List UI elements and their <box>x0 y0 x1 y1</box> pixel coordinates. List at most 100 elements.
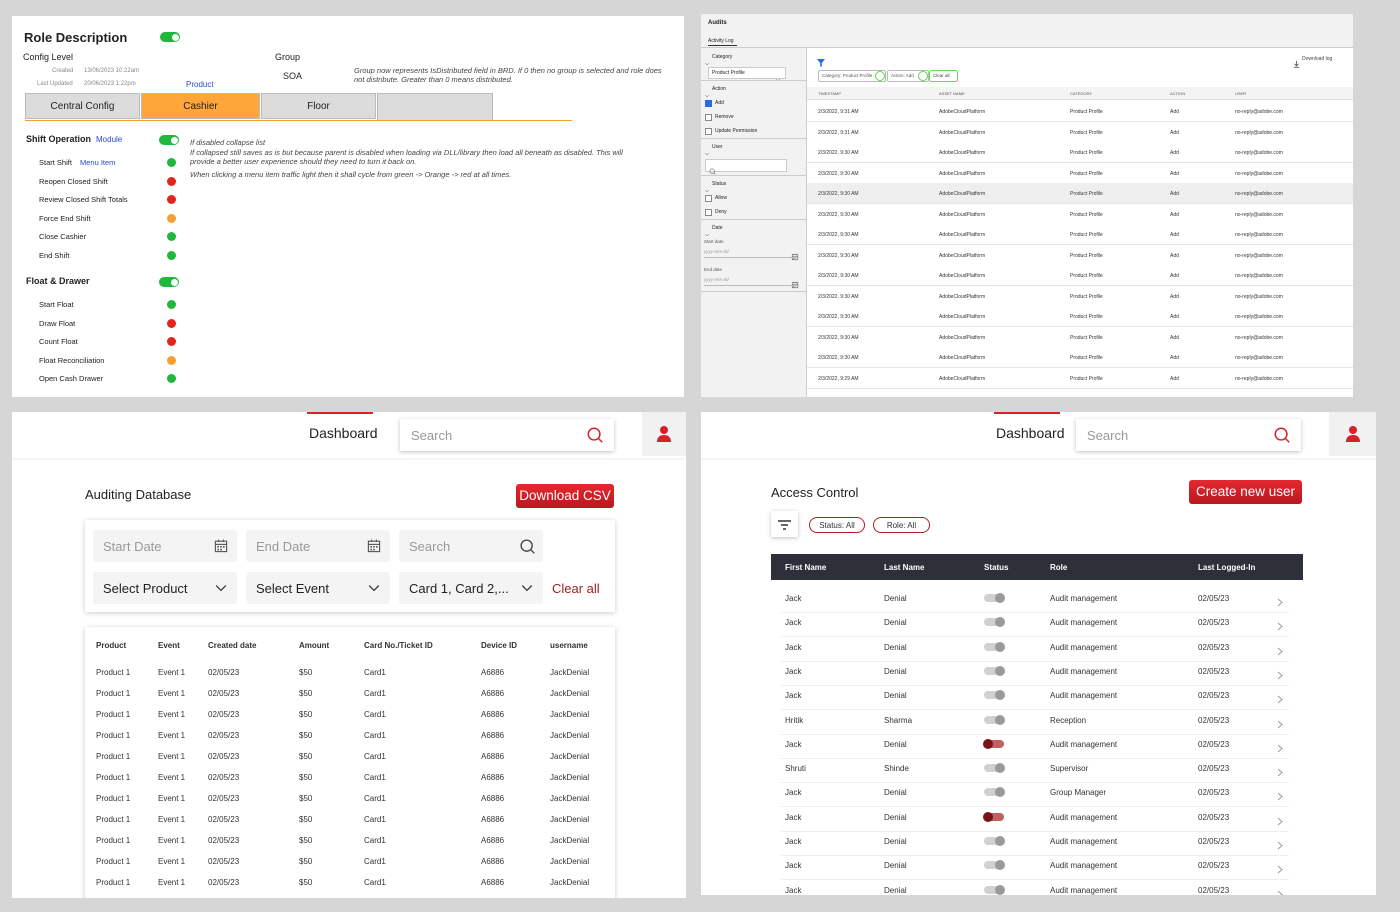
row-chevron <box>1277 618 1283 636</box>
input[interactable]: End Date <box>246 530 390 562</box>
status-toggle[interactable] <box>984 787 1005 798</box>
table-row[interactable] <box>781 782 1289 808</box>
status-light[interactable] <box>167 300 176 309</box>
cell: AdobeCloudPlatform <box>939 252 986 259</box>
cell: Add <box>1170 293 1179 300</box>
link[interactable]: Product <box>186 80 214 89</box>
status-light[interactable] <box>167 251 176 260</box>
status-light[interactable] <box>167 195 176 205</box>
nav-tab[interactable]: Dashboard <box>309 425 378 441</box>
filter-button[interactable] <box>771 511 798 537</box>
menu-item[interactable]: Review Closed Shift Totals <box>39 195 128 205</box>
chip-close[interactable] <box>918 71 928 81</box>
table-row[interactable] <box>781 831 1289 856</box>
input[interactable]: Start Date <box>93 530 237 562</box>
input[interactable]: Select Product <box>93 572 237 604</box>
nav-tab[interactable]: Dashboard <box>996 425 1065 441</box>
status-toggle[interactable] <box>983 811 1004 822</box>
filter-chip[interactable]: Category: Product Profile <box>818 70 886 82</box>
toggle[interactable] <box>160 32 180 42</box>
filter-label: Action <box>712 86 726 92</box>
menu-item[interactable]: Close Cashier <box>39 232 87 242</box>
chip-close[interactable] <box>875 71 885 81</box>
input[interactable]: Search <box>399 530 543 562</box>
table-row[interactable] <box>781 758 1289 784</box>
filter-chip[interactable]: Action: Add <box>887 70 929 82</box>
primary-button[interactable]: Download CSV <box>516 484 614 508</box>
menu-item[interactable]: Start Shift <box>39 158 72 167</box>
table-row[interactable] <box>781 734 1289 759</box>
user-button[interactable] <box>642 412 686 456</box>
status-toggle[interactable] <box>984 690 1005 701</box>
status-light[interactable] <box>167 374 176 384</box>
status-toggle[interactable] <box>984 860 1005 871</box>
status-toggle[interactable] <box>984 593 1005 603</box>
clear-chip[interactable]: Clear all <box>929 70 958 82</box>
table-row[interactable] <box>781 588 1289 613</box>
primary-button[interactable]: Create new user <box>1189 480 1302 504</box>
checkbox[interactable] <box>705 209 712 216</box>
search-box[interactable]: Search <box>1076 419 1301 451</box>
tab[interactable]: Central Config <box>25 93 140 119</box>
search-box[interactable] <box>705 159 787 175</box>
status-light[interactable] <box>167 213 176 223</box>
toggle-knob <box>995 763 1005 774</box>
filter-chip[interactable]: Status: All <box>809 517 865 533</box>
status-toggle[interactable] <box>983 738 1004 749</box>
cell: Jack <box>785 837 802 846</box>
status-light[interactable] <box>167 318 176 328</box>
checkbox[interactable] <box>705 100 712 107</box>
menu-item[interactable]: Count Float <box>39 337 78 347</box>
user-button[interactable] <box>1329 412 1376 456</box>
date-input[interactable]: yyyy-mm-dd <box>704 277 729 282</box>
table-row[interactable] <box>807 367 1353 389</box>
status-light[interactable] <box>167 232 176 242</box>
table-row[interactable] <box>781 637 1289 662</box>
status-light[interactable] <box>167 337 176 347</box>
blank-tab[interactable] <box>377 93 493 121</box>
tab[interactable]: Floor <box>261 93 376 119</box>
input[interactable]: Card 1, Card 2,... <box>399 572 543 604</box>
table-row[interactable] <box>781 710 1289 735</box>
tab[interactable]: Activity Log <box>708 38 734 44</box>
cell: 2/3/2022, 9:30 AM <box>818 170 859 177</box>
status-toggle[interactable] <box>984 665 1005 676</box>
status-toggle[interactable] <box>984 617 1005 628</box>
status-toggle[interactable] <box>984 836 1005 846</box>
table-row[interactable] <box>781 807 1289 832</box>
checkbox[interactable] <box>705 114 712 121</box>
menu-item[interactable]: Open Cash Drawer <box>39 374 104 384</box>
select[interactable]: Product Profile <box>708 67 786 82</box>
tab[interactable]: Cashier <box>141 93 260 119</box>
column-header: Device ID <box>481 641 518 650</box>
toggle[interactable] <box>159 135 179 145</box>
checkbox[interactable] <box>705 195 712 202</box>
status-toggle[interactable] <box>984 884 1005 895</box>
status-light[interactable] <box>167 355 176 365</box>
status-light[interactable] <box>167 158 176 167</box>
input[interactable]: Select Event <box>246 572 390 604</box>
menu-item[interactable]: Force End Shift <box>39 213 91 223</box>
table-row[interactable] <box>781 612 1289 638</box>
menu-item[interactable]: Start Float <box>39 300 74 309</box>
menu-item[interactable]: Reopen Closed Shift <box>39 176 108 186</box>
status-toggle[interactable] <box>984 763 1005 774</box>
table-row[interactable] <box>781 685 1289 711</box>
status-light[interactable] <box>167 176 176 186</box>
clear-link[interactable]: Clear all <box>552 581 600 596</box>
menu-item[interactable]: End Shift <box>39 251 70 260</box>
menu-item[interactable]: Draw Float <box>39 318 76 328</box>
filter-chip[interactable]: Role: All <box>873 517 930 533</box>
status-toggle[interactable] <box>984 641 1005 652</box>
search-box[interactable]: Search <box>400 419 614 451</box>
table-row[interactable] <box>781 661 1289 686</box>
menu-item[interactable]: Float Reconciliation <box>39 355 105 365</box>
download-link[interactable]: Download log <box>1302 56 1333 62</box>
status-toggle[interactable] <box>984 714 1005 725</box>
date-input[interactable]: yyyy-mm-dd <box>704 249 729 254</box>
row-chevron <box>1277 643 1283 661</box>
checkbox[interactable] <box>705 128 712 135</box>
table-row[interactable] <box>781 855 1289 881</box>
option-label: Deny <box>715 209 727 215</box>
toggle[interactable] <box>159 277 179 287</box>
